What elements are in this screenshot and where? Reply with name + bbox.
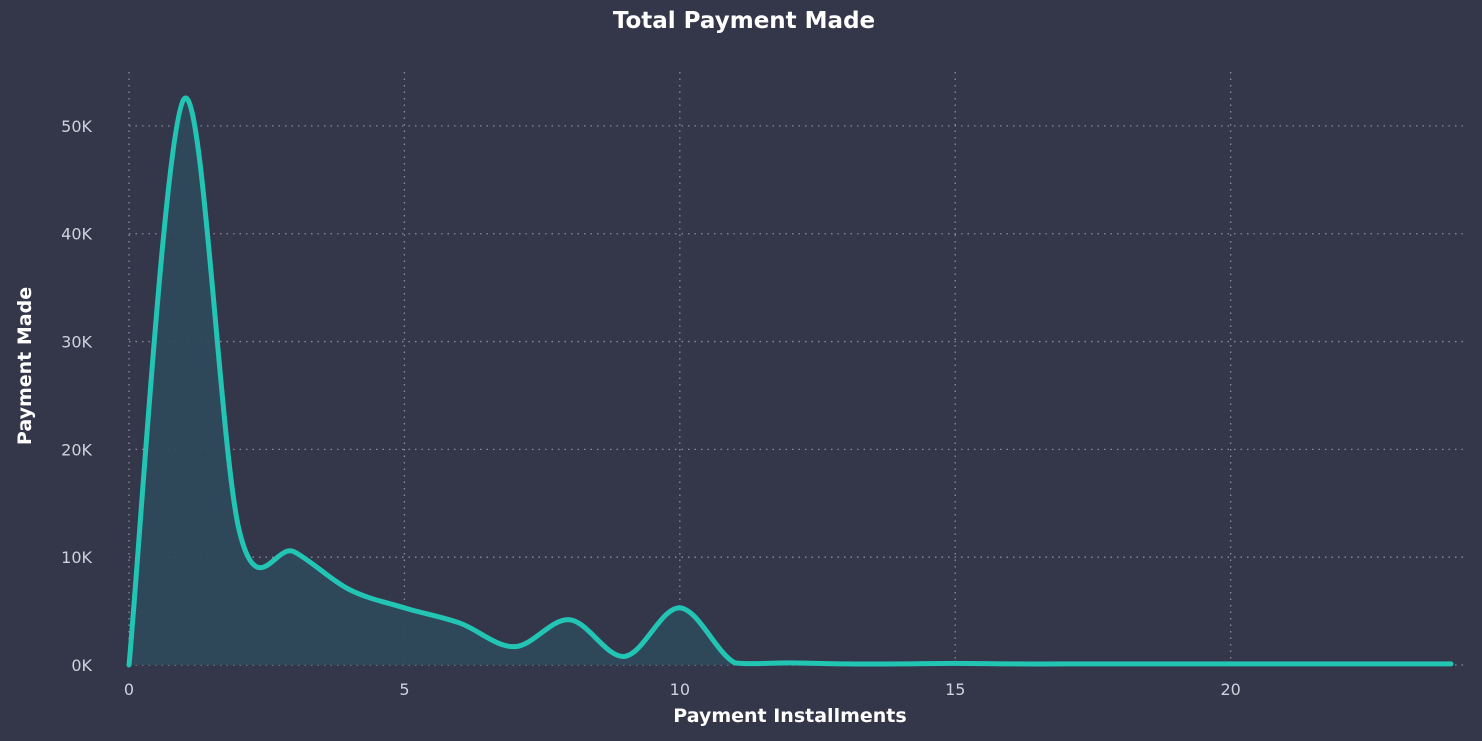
- chart-title: Total Payment Made: [612, 8, 876, 34]
- y-tick-label: 30K: [61, 333, 92, 352]
- x-tick-label: 10: [670, 680, 690, 699]
- series-line: [126, 95, 1454, 668]
- x-tick-label: 15: [945, 680, 965, 699]
- y-tick-label: 0K: [71, 656, 92, 675]
- x-tick-label: 5: [399, 680, 409, 699]
- y-axis-title: Payment Made: [14, 287, 36, 445]
- x-tick-label: 0: [124, 680, 134, 699]
- y-axis-ticks: 0K 10K 20K 30K 40K 50K: [61, 117, 92, 675]
- y-tick-label: 20K: [61, 440, 92, 459]
- x-axis-title: Payment Installments: [673, 705, 906, 727]
- series-area: [129, 97, 1451, 665]
- x-axis-ticks: 0 5 10 15 20: [124, 680, 1241, 699]
- y-tick-label: 40K: [61, 225, 92, 244]
- y-tick-label: 10K: [61, 548, 92, 567]
- x-tick-label: 20: [1220, 680, 1240, 699]
- y-tick-label: 50K: [61, 117, 92, 136]
